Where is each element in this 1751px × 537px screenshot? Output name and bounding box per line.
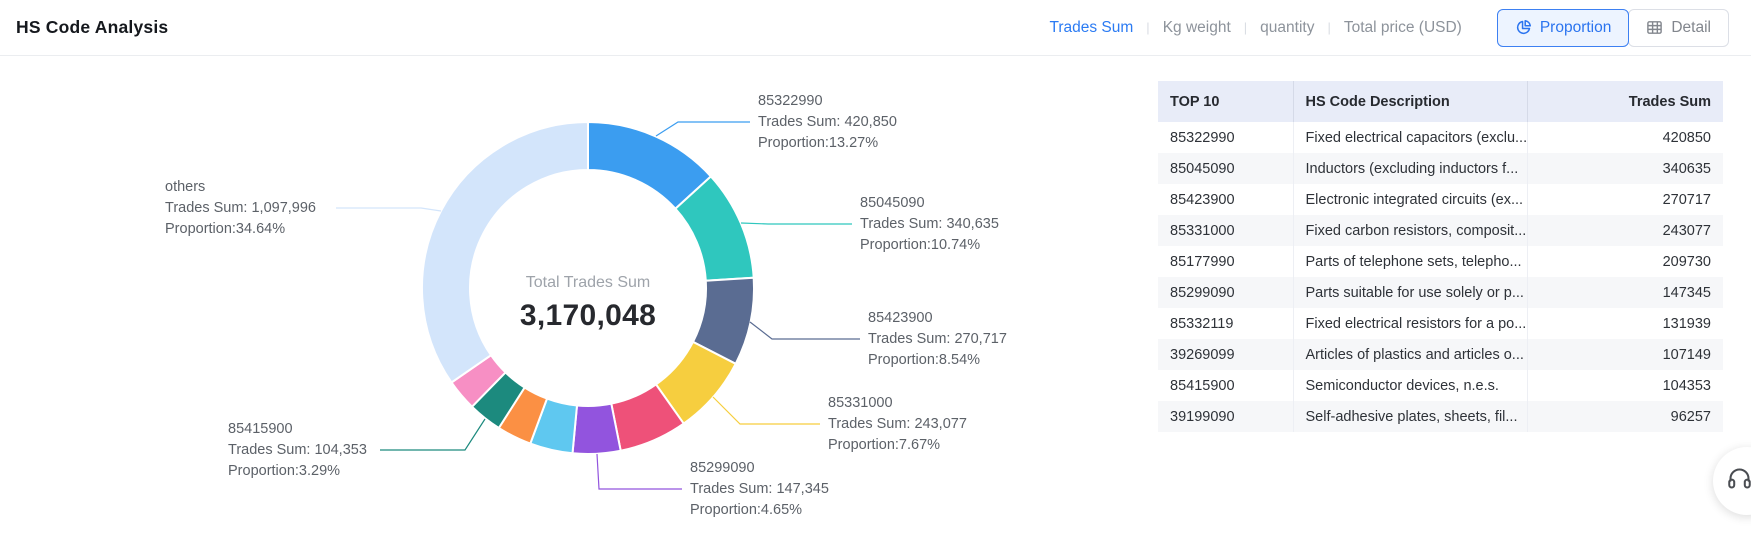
top10-table: TOP 10 HS Code Description Trades Sum 8532… <box>1158 81 1723 432</box>
table-row[interactable]: 85045090 Inductors (excluding inductors f… <box>1158 153 1723 184</box>
table-row[interactable]: 85322990 Fixed electrical capacitors (exc… <box>1158 122 1723 153</box>
description-cell: Inductors (excluding inductors f... <box>1293 153 1528 184</box>
table-row[interactable]: 39269099 Articles of plastics and article… <box>1158 339 1723 370</box>
view-toggle-group: Proportion Detail <box>1496 8 1729 47</box>
description-cell: Parts suitable for use solely or p... <box>1293 277 1528 308</box>
table-body: 85322990 Fixed electrical capacitors (exc… <box>1158 122 1723 432</box>
tab-quantity[interactable]: quantity <box>1260 18 1315 36</box>
description-cell: Fixed carbon resistors, composit... <box>1293 215 1528 246</box>
table-row[interactable]: 85423900 Electronic integrated circuits (… <box>1158 184 1723 215</box>
hs-code-cell: 39269099 <box>1158 339 1294 370</box>
description-cell: Semiconductor devices, n.e.s. <box>1293 370 1528 401</box>
chart-label-85331000: 85331000 Trades Sum: 243,077 Proportion:7.… <box>828 395 967 453</box>
trades-sum-cell: 243077 <box>1662 222 1711 239</box>
label-leader-line-85331000 <box>712 396 820 425</box>
description-cell: Articles of plastics and articles o... <box>1293 339 1528 370</box>
label-leader-line-others <box>336 207 442 212</box>
topbar: HS Code Analysis Trades Sum | Kg weight | qu… <box>0 0 1751 56</box>
trades-sum-cell: 270717 <box>1662 191 1711 208</box>
chart-label-85299090: 85299090 Trades Sum: 147,345 Proportion:4.… <box>690 460 829 518</box>
trades-sum-cell: 147345 <box>1662 284 1711 301</box>
metric-tabs: Trades Sum | Kg weight | quantity | Total pric… <box>1036 19 1474 37</box>
tab-kg-weight[interactable]: Kg weight <box>1162 18 1231 36</box>
description-cell: Fixed electrical capacitors (exclu... <box>1293 122 1528 153</box>
chart-label-others: others Trades Sum: 1,097,996 Proportion:34… <box>165 179 316 237</box>
proportion-button-label: Proportion <box>1539 18 1612 36</box>
chart-label-85322990: 85322990 Trades Sum: 420,850 Proportion:13… <box>758 93 897 151</box>
label-leader-line-85415900 <box>380 418 486 451</box>
hs-code-cell: 85299090 <box>1158 277 1294 308</box>
column-header-0: TOP 10 <box>1158 81 1294 122</box>
donut-slice-85299090[interactable] <box>571 402 622 455</box>
detail-button[interactable]: Detail <box>1628 8 1729 47</box>
chart-center-title: Total Trades Sum <box>525 274 651 291</box>
table-grid-icon <box>1646 19 1663 36</box>
table-row[interactable]: 85415900 Semiconductor devices, n.e.s. 104… <box>1158 370 1723 401</box>
detail-button-label: Detail <box>1671 18 1711 36</box>
table-row[interactable]: 39199090 Self-adhesive plates, sheets, fi… <box>1158 401 1723 432</box>
chart-label-85415900: 85415900 Trades Sum: 104,353 Proportion:3.… <box>228 421 367 479</box>
column-header-2: Trades Sum <box>1527 81 1723 122</box>
pie-chart-icon <box>1515 19 1532 36</box>
description-cell: Fixed electrical resistors for a po... <box>1293 308 1528 339</box>
chart-center-total: 3,170,048 <box>519 299 657 332</box>
hs-code-cell: 85415900 <box>1158 370 1294 401</box>
hs-code-cell: 39199090 <box>1158 401 1294 432</box>
table-row[interactable]: 85331000 Fixed carbon resistors, composit… <box>1158 215 1723 246</box>
trades-sum-cell: 131939 <box>1662 315 1711 332</box>
trades-sum-cell: 420850 <box>1662 129 1711 146</box>
table-row[interactable]: 85299090 Parts suitable for use solely or… <box>1158 277 1723 308</box>
label-leader-line-85423900 <box>749 321 860 340</box>
trades-sum-cell: 96257 <box>1670 408 1711 425</box>
description-cell: Self-adhesive plates, sheets, fil... <box>1293 401 1528 432</box>
table-row[interactable]: 85332119 Fixed electrical resistors for a… <box>1158 308 1723 339</box>
label-leader-line-85322990 <box>655 121 750 137</box>
column-header-1: HS Code Description <box>1293 81 1528 122</box>
hs-code-cell: 85322990 <box>1158 122 1294 153</box>
trades-sum-cell: 107149 <box>1662 346 1711 363</box>
chart-center: Total Trades Sum 3,170,048 <box>438 274 738 333</box>
hs-code-cell: 85177990 <box>1158 246 1294 277</box>
top10-table-panel: TOP 10 HS Code Description Trades Sum 8532… <box>1158 81 1723 432</box>
tab-separator: | <box>1146 20 1150 35</box>
headset-icon <box>1726 465 1751 497</box>
label-leader-line-85299090 <box>596 453 682 490</box>
table-header-row: TOP 10 HS Code Description Trades Sum <box>1158 81 1723 122</box>
hs-code-cell: 85332119 <box>1158 308 1294 339</box>
tab-trades-sum[interactable]: Trades Sum <box>1049 18 1134 36</box>
hs-code-cell: 85331000 <box>1158 215 1294 246</box>
trades-sum-cell: 104353 <box>1662 377 1711 394</box>
description-cell: Electronic integrated circuits (ex... <box>1293 184 1528 215</box>
tab-separator: | <box>1327 20 1331 35</box>
table-row[interactable]: 85177990 Parts of telephone sets, telepho… <box>1158 246 1723 277</box>
trades-sum-cell: 209730 <box>1662 253 1711 270</box>
hs-code-cell: 85423900 <box>1158 184 1294 215</box>
donut-slice-others[interactable] <box>421 120 589 384</box>
hs-code-cell: 85045090 <box>1158 153 1294 184</box>
page-title: HS Code Analysis <box>16 17 169 37</box>
topbar-right: Trades Sum | Kg weight | quantity | Total pric… <box>1036 8 1735 47</box>
label-leader-line-85045090 <box>740 222 852 225</box>
description-cell: Parts of telephone sets, telepho... <box>1293 246 1528 277</box>
tab-separator: | <box>1243 20 1248 35</box>
chart-label-85423900: 85423900 Trades Sum: 270,717 Proportion:8.… <box>868 310 1007 368</box>
tab-total-price-usd-[interactable]: Total price (USD) <box>1343 18 1462 36</box>
proportion-button[interactable]: Proportion <box>1496 8 1630 47</box>
trades-sum-cell: 340635 <box>1662 160 1711 177</box>
chart-label-85045090: 85045090 Trades Sum: 340,635 Proportion:10… <box>860 195 999 253</box>
